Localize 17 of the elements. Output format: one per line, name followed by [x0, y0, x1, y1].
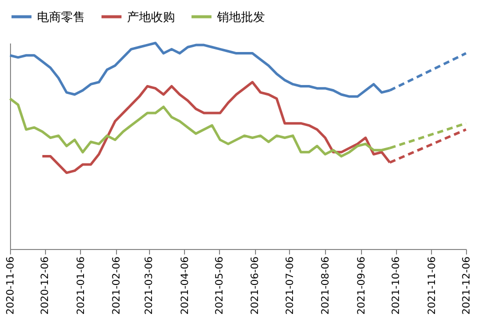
x-tick-label: 2021-09-06: [356, 256, 368, 315]
x-tick-label: 2021-06-06: [250, 256, 262, 315]
x-tick-label: 2021-12-06: [462, 256, 472, 315]
x-tick-label: 2021-07-06: [284, 256, 296, 315]
x-tick-label: 2021-01-06: [76, 256, 87, 315]
x-tick-label: 2020-12-06: [40, 256, 52, 315]
x-tick-label: 2021-08-06: [320, 256, 332, 315]
legend-label: 产地收购: [127, 10, 175, 24]
x-tick-label: 2021-04-06: [180, 256, 191, 315]
x-tick-label: 2021-05-06: [214, 256, 226, 315]
x-tick-label: 2021-10-06: [391, 256, 402, 315]
x-tick-label: 2021-02-06: [112, 256, 123, 315]
legend-label: 销地批发: [216, 10, 265, 24]
legend-label: 电商零售: [37, 10, 85, 24]
x-tick-label: 2021-11-06: [426, 256, 438, 315]
x-tick-label: 2020-11-06: [6, 256, 16, 315]
x-tick-label: 2021-03-06: [144, 256, 156, 315]
